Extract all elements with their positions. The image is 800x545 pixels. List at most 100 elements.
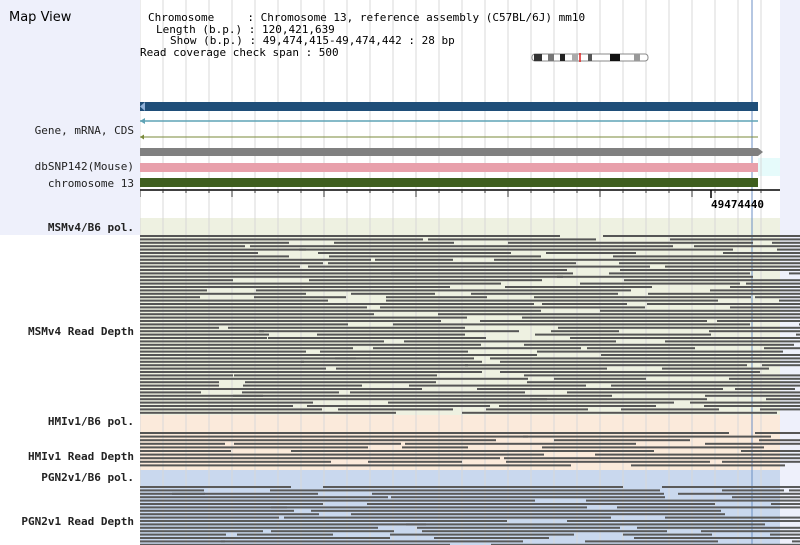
msm-read [140,391,201,394]
msm-depth-label[interactable]: MSMv4 Read Depth [28,325,134,338]
pgn-read [586,499,800,502]
gene-extent-bar [140,148,758,156]
msm-read [522,316,800,319]
msm-read [546,252,636,254]
chromosome-ideogram[interactable] [530,53,650,62]
msm-read [140,238,423,241]
msm-read [140,326,219,329]
msm-read [317,333,465,336]
msm-read [494,258,800,261]
msm-read [477,388,723,390]
msm-read [665,340,800,343]
msm-read [601,354,800,356]
msm-read [140,330,264,333]
pgn-depth-label[interactable]: PGN2v1 Read Depth [21,515,134,528]
msm-read [140,235,413,237]
msm-read [140,275,563,278]
msm-read [250,245,673,248]
msm-read [231,408,322,411]
msm-read [140,282,501,285]
msm-read [140,357,356,360]
track-label-sidebar: Map View Gene, mRNA, CDS dbSNP142(Mouse)… [0,0,140,545]
pgn-read [140,509,294,512]
pgn-read [567,520,800,522]
msm-read [234,374,437,377]
msm-read [245,381,436,384]
msm-read [318,252,511,254]
msm-read [535,333,711,336]
msm-read [557,275,753,278]
msm-read [611,384,800,387]
pgn-read [406,523,765,526]
msm-read [570,337,800,339]
pgn-read [237,533,333,536]
pgn-read [732,496,800,499]
hmi-pol-label[interactable]: HMIv1/B6 pol. [47,415,134,428]
msm-read [524,343,794,346]
pgn-read [722,489,784,492]
hmi-read [140,439,496,442]
hmi-read [741,450,800,452]
msm-read [730,286,800,288]
msm-read [796,333,800,336]
pgn-read [367,503,715,505]
pgn-read [140,516,279,519]
msm-read [694,245,800,248]
msm-read [140,309,541,312]
pgn-read [623,533,712,536]
assembly-info: Chromosome : Chromosome 13, reference as… [140,11,586,58]
hmi-read [140,453,544,456]
chromosome-info: Chromosome : Chromosome 13, reference as… [148,11,586,24]
msm-read [500,360,800,363]
pgn-read [701,530,800,533]
pgn-read [172,492,318,495]
msm-read [428,238,596,241]
msm-read [320,350,468,353]
msm-read [537,350,783,353]
pgn-pol-label[interactable]: PGN2v1/B6 pol. [41,471,134,484]
pgn-read [434,537,549,539]
pgn-read [678,492,800,495]
msm-pol-label[interactable]: MSMv4/B6 pol. [47,221,134,234]
msm-read [299,248,733,251]
msm-read [140,262,323,265]
msm-read [140,279,233,282]
coverage-info: Read coverage check span : 500 [140,45,339,59]
msm-read [505,286,652,288]
msm-read [620,269,800,271]
pgn-read [140,533,226,536]
msm-read [329,255,541,258]
msm-read [373,347,581,350]
msm-read [723,252,800,254]
hmi-read [542,446,764,449]
pgn-read [665,516,800,519]
hmi-read [506,460,710,463]
pgn-read [662,486,800,488]
snp-track-label[interactable]: dbSNP142(Mouse) [34,160,134,173]
pgn-read [271,530,394,533]
msm-read [388,401,674,404]
gene-bar-arrow [140,102,145,111]
msm-read [140,303,534,305]
hmi-read [140,442,225,445]
gene-track-label[interactable]: Gene, mRNA, CDS [34,124,134,137]
genome-view-canvas[interactable] [140,0,800,545]
msm-read [140,258,371,261]
pgn-read [140,523,426,526]
pgn-read [140,513,319,516]
msm-read [140,405,293,407]
msm-read [551,330,619,333]
genome-view-panel[interactable] [140,0,800,545]
msm-read [140,265,300,268]
msm-read [567,391,800,394]
gene-bar [140,102,758,111]
msm-read [717,320,800,322]
pgn-read [140,520,507,522]
cds-arrow [140,134,144,140]
hmi-read [631,464,785,467]
msm-read [471,292,618,295]
msm-read [140,374,233,377]
hmi-depth-label[interactable]: HMIv1 Read Depth [28,450,134,463]
msm-read [462,411,777,414]
msm-read [140,337,267,339]
